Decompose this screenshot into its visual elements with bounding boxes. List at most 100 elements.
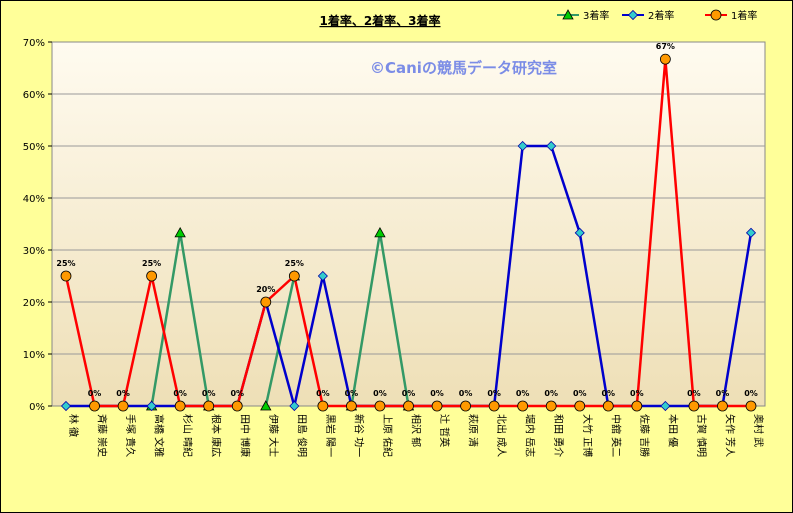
x-category-label: 相沢 郁 <box>410 414 423 447</box>
data-label: 0% <box>430 389 444 398</box>
legend-marker <box>562 9 574 20</box>
data-point <box>374 400 386 412</box>
data-point <box>146 400 157 412</box>
data-label: 0% <box>687 389 701 398</box>
data-label: 0% <box>88 389 102 398</box>
y-tick-label: 60% <box>23 90 45 101</box>
data-point <box>546 140 557 152</box>
legend: 3着率 2着率 1着率 <box>557 9 757 22</box>
data-point <box>659 53 671 65</box>
data-point <box>460 400 471 412</box>
x-category-label: 本田 優 <box>666 414 679 447</box>
x-category-label: 伊藤 大士 <box>267 414 280 457</box>
data-point <box>517 400 529 412</box>
chart-title: 1着率、2着率、3着率 <box>319 13 440 28</box>
x-category-label: 新谷 功一 <box>352 414 365 457</box>
data-point <box>745 400 757 412</box>
x-category-label: 上原 佑紀 <box>381 414 394 457</box>
legend-marker <box>627 9 639 21</box>
series-3 <box>60 53 757 412</box>
data-label: 0% <box>487 389 501 398</box>
y-tick-label: 30% <box>23 246 45 257</box>
y-tick-label: 70% <box>23 38 45 49</box>
data-point <box>602 400 614 412</box>
data-label: 0% <box>173 389 187 398</box>
data-label: 0% <box>116 389 130 398</box>
data-label: 25% <box>56 259 75 268</box>
data-point <box>89 400 100 412</box>
data-point <box>317 400 329 412</box>
x-category-label: 中舘 英二 <box>609 414 622 457</box>
x-category-label: 斉藤 崇史 <box>96 414 109 457</box>
x-category-label: 田島 俊明 <box>295 414 308 457</box>
x-category-label: 杉山 晴紀 <box>181 414 194 457</box>
data-point <box>60 400 72 412</box>
data-label: 0% <box>601 389 615 398</box>
data-point <box>146 270 158 282</box>
x-category-label: 萩原 清 <box>467 414 480 447</box>
x-category-label: 林 徹 <box>67 414 80 437</box>
watermark-text: ©Caniの競馬データ研究室 <box>370 59 557 77</box>
data-label: 0% <box>716 389 730 398</box>
data-point <box>631 400 643 412</box>
x-category-label: 奥村 武 <box>752 414 765 447</box>
legend-marker <box>710 9 722 21</box>
data-label: 0% <box>630 389 644 398</box>
y-tick-label: 10% <box>23 350 45 361</box>
legend-label: 3着率 <box>583 9 609 22</box>
data-label: 0% <box>459 389 473 398</box>
data-label: 0% <box>516 389 530 398</box>
data-point <box>288 270 300 282</box>
series-line <box>264 275 296 407</box>
data-label: 0% <box>316 389 330 398</box>
y-tick-label: 50% <box>23 142 45 153</box>
legend-label: 2着率 <box>648 9 674 22</box>
data-label: 0% <box>544 389 558 398</box>
data-point <box>203 400 215 412</box>
x-category-label: 田中 博康 <box>238 414 251 457</box>
data-label: 0% <box>345 389 359 398</box>
data-point <box>174 400 186 412</box>
y-tick-label: 20% <box>23 298 45 309</box>
x-category-label: 大竹 正博 <box>581 414 594 457</box>
y-tick-label: 40% <box>23 194 45 205</box>
data-point <box>174 227 186 238</box>
data-point <box>374 227 386 238</box>
data-label: 0% <box>573 389 587 398</box>
data-point <box>517 140 528 152</box>
data-point <box>660 400 671 412</box>
x-category-label: 佐藤 吉勝 <box>638 414 651 457</box>
data-label: 25% <box>142 259 161 268</box>
data-point <box>745 227 757 238</box>
data-point <box>231 400 243 412</box>
x-category-label: 辻 哲英 <box>438 414 451 447</box>
data-label: 67% <box>656 42 675 51</box>
data-point <box>717 400 728 412</box>
data-point <box>317 270 328 282</box>
x-category-label: 根本 康広 <box>210 414 223 457</box>
data-point <box>488 400 500 412</box>
data-point <box>117 400 129 412</box>
data-label: 0% <box>230 389 244 398</box>
x-category-label: 手塚 貴久 <box>124 414 137 457</box>
x-category-label: 堀内 岳志 <box>524 414 537 457</box>
x-category-label: 北出 成人 <box>495 414 508 457</box>
data-point <box>346 400 357 412</box>
x-category-label: 黒岩 陽一 <box>324 414 337 457</box>
x-category-label: 和田 勇介 <box>552 414 564 457</box>
data-point <box>60 270 72 282</box>
x-category-label: 高橋 文雅 <box>153 414 166 457</box>
data-label: 0% <box>202 389 216 398</box>
data-point <box>574 400 586 412</box>
data-label: 0% <box>373 389 387 398</box>
data-label: 20% <box>256 285 275 294</box>
x-category-label: 矢作 芳人 <box>723 414 736 457</box>
data-point <box>260 400 272 411</box>
data-point <box>289 400 300 412</box>
plot-area <box>51 41 766 407</box>
data-point <box>403 400 414 412</box>
data-point <box>574 227 585 238</box>
data-label: 25% <box>285 259 304 268</box>
x-category-label: 古賀 慎明 <box>695 414 708 457</box>
